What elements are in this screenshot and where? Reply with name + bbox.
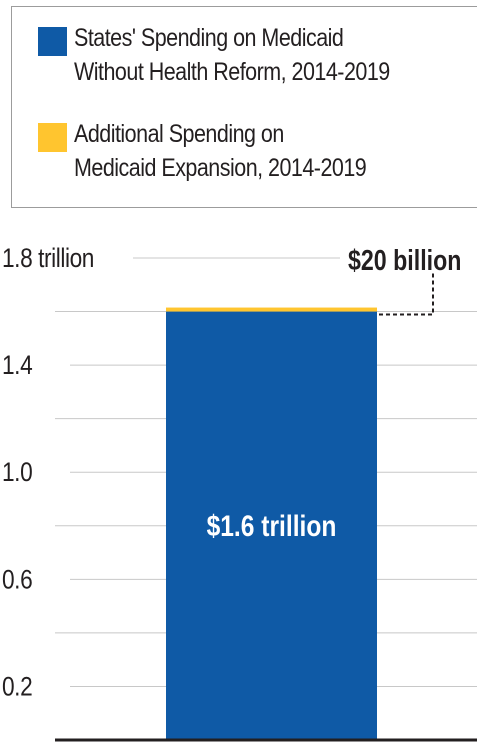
legend-swatch-additional [38,123,67,152]
y-tick-label: 0.6 [2,565,32,595]
legend-label-base-line1: States' Spending on Medicaid [74,24,344,52]
y-tick-label: 1.4 [2,350,33,380]
bar-additional-data-label: $20 billion [348,243,461,276]
legend-label-base-line2: Without Health Reform, 2014-2019 [74,58,390,86]
legend-label-base: States' Spending on Medicaid Without Hea… [74,21,390,89]
legend-label-additional-line2: Medicaid Expansion, 2014-2019 [74,154,367,182]
legend-swatch-base [38,27,67,56]
y-tick-label: 1.0 [2,457,32,487]
bar-base [166,311,377,740]
legend: States' Spending on Medicaid Without Hea… [11,6,477,208]
bar-base-data-label: $1.6 trillion [207,508,337,542]
legend-label-additional-line1: Additional Spending on [74,120,284,148]
y-tick-label: 1.8 trillion [2,243,94,273]
legend-label-additional: Additional Spending on Medicaid Expansio… [74,117,367,185]
bar-additional [166,307,377,312]
y-tick-label: 0.2 [2,672,32,702]
additional-leader-line [379,272,434,316]
